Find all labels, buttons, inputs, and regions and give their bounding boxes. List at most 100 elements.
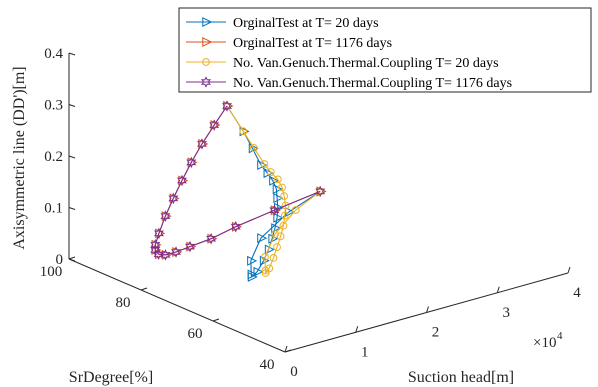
x-tick-label: 0 [290, 364, 298, 380]
legend: OrginalTest at T= 20 days OrginalTest at … [178, 7, 592, 93]
series-marker [221, 100, 233, 112]
x-tick-mark [426, 306, 429, 313]
series-marker [278, 183, 286, 192]
z-tick-mark [68, 207, 76, 210]
series-marker [271, 230, 279, 239]
series-3 [223, 102, 325, 277]
series-layer [150, 100, 327, 282]
z-tick-mark [68, 258, 76, 262]
series-marker [271, 223, 282, 234]
series-marker [176, 174, 187, 187]
y-axis-title: SrDegree[%] [69, 369, 153, 386]
legend-label: No. Van.Genuch.Thermal.Coupling T= 20 da… [233, 56, 499, 71]
x-tick-label: 3 [503, 305, 511, 321]
z-axis-title: Axisymmetric line (DD')[m] [11, 66, 28, 249]
series-marker [280, 211, 289, 220]
z-tick-mark [68, 155, 76, 159]
series-marker [206, 232, 217, 245]
series-marker [257, 233, 268, 244]
series-marker [160, 210, 171, 222]
y-tick-mark [68, 256, 76, 260]
series-line [226, 105, 321, 279]
series-marker [269, 204, 280, 217]
z-tick-label: 0.4 [44, 46, 63, 62]
z-tick-label: 0.1 [44, 201, 63, 217]
x-tick-mark [355, 326, 359, 333]
series-marker [257, 160, 268, 171]
series-marker [230, 220, 241, 233]
z-tick-mark [68, 104, 76, 107]
y-tick-mark [140, 287, 148, 291]
legend-entry: OrginalTest at T= 1176 days [186, 36, 392, 51]
series-4 [150, 100, 326, 261]
x-tick-mark [567, 266, 571, 274]
x-tick-label: 1 [361, 344, 369, 360]
y-tick-label: 60 [188, 326, 203, 342]
x-tick-label: 2 [432, 325, 440, 341]
series-marker [153, 248, 164, 260]
y-tick-label: 100 [40, 264, 63, 280]
series-marker [249, 144, 258, 152]
series-marker [263, 168, 274, 179]
series-marker [273, 193, 284, 204]
legend-entry: No. Van.Genuch.Thermal.Coupling T= 1176 … [186, 76, 512, 91]
series-marker [279, 221, 288, 230]
series-marker [154, 227, 164, 240]
series-marker [272, 184, 283, 195]
z-tick-mark [68, 52, 76, 56]
series-marker [239, 127, 248, 136]
series-marker [196, 138, 208, 150]
legend-marker [202, 58, 210, 66]
series-marker [280, 192, 289, 201]
series-marker [253, 266, 264, 277]
series-marker [273, 212, 284, 223]
legend-entry: OrginalTest at T= 20 days [186, 16, 379, 31]
series-2 [151, 100, 327, 260]
legend-label: OrginalTest at T= 1176 days [233, 36, 392, 51]
series-marker [247, 255, 258, 266]
z-tick-label: 0.3 [44, 98, 63, 114]
series-marker [269, 253, 278, 262]
series-marker [170, 246, 182, 258]
x-tick-mark [496, 286, 500, 293]
z-tick-label: 0.2 [44, 149, 63, 165]
y-tick-mark [284, 349, 292, 353]
series-marker [150, 244, 161, 256]
series-marker [160, 249, 171, 261]
series-marker [273, 243, 281, 252]
z-tick-label: 0 [56, 252, 64, 268]
legend-marker [202, 36, 213, 48]
legend-label: OrginalTest at T= 20 days [233, 16, 379, 31]
series-marker [261, 269, 270, 277]
series-marker [266, 168, 275, 176]
x-axis-exponent-base: ×10 [533, 335, 556, 351]
series-marker [291, 206, 300, 214]
series-marker [150, 239, 161, 251]
series-marker [247, 269, 258, 280]
series-marker [260, 160, 269, 168]
legend-label: No. Van.Genuch.Thermal.Coupling T= 1176 … [233, 76, 512, 91]
x-axis-exponent: ×10 4 [533, 330, 563, 351]
series-marker [209, 119, 220, 131]
y-tick-label: 80 [116, 295, 131, 311]
series-marker [273, 175, 282, 184]
series-marker [315, 185, 326, 198]
y-tick-mark [212, 318, 220, 322]
x-axis-exponent-power: 4 [557, 330, 563, 342]
series-marker [269, 175, 280, 186]
legend-marker [202, 16, 213, 28]
series-marker [276, 232, 285, 241]
x-tick-label: 4 [573, 285, 581, 301]
legend-box [178, 7, 592, 93]
legend-marker [200, 76, 212, 88]
x-tick-mark [284, 345, 288, 353]
series-marker [184, 240, 196, 253]
series-marker [281, 201, 290, 210]
series-marker [168, 192, 179, 205]
y-tick-label: 40 [260, 357, 275, 373]
legend-entry: No. Van.Genuch.Thermal.Coupling T= 20 da… [186, 56, 499, 71]
series-marker [261, 266, 270, 275]
y-axis-line [68, 258, 286, 353]
